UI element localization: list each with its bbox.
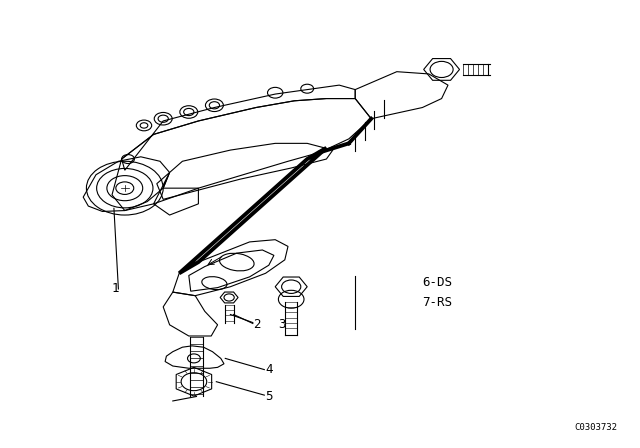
Text: C0303732: C0303732 — [575, 423, 618, 432]
Text: 3: 3 — [278, 318, 286, 332]
Text: 2: 2 — [253, 318, 260, 332]
Text: 1: 1 — [112, 282, 120, 296]
Text: 5: 5 — [266, 390, 273, 403]
Text: 7-RS: 7-RS — [422, 296, 452, 309]
Text: 6-DS: 6-DS — [422, 276, 452, 289]
Text: 4: 4 — [266, 363, 273, 376]
